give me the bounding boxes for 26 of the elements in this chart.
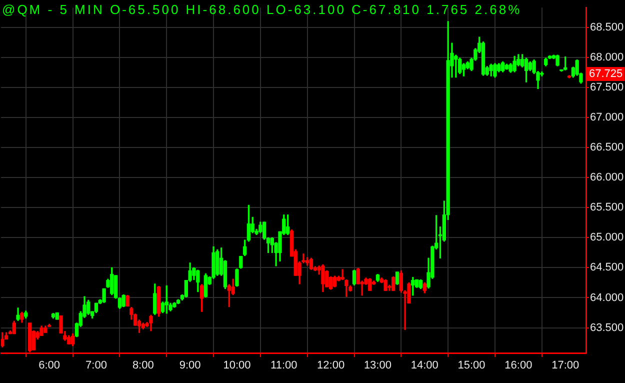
x-tick-label: 8:00 [132,360,154,372]
y-tick-label: 68.500 [590,21,624,34]
x-tick-label: 17:00 [552,360,580,372]
x-tick-label: 13:00 [364,360,392,372]
candlestick [340,269,344,280]
y-tick-label: 64.500 [590,262,624,274]
x-tick-label: 14:00 [410,360,438,372]
y-tick-label: 66.000 [590,172,624,184]
x-tick-label: 15:00 [458,360,486,372]
y-tick-label: 67.000 [590,112,624,124]
y-tick-label: 65.500 [590,202,624,214]
annotation: 67.725 [589,68,623,80]
x-tick-label: 6:00 [38,360,60,372]
x-tick-label: 11:00 [270,360,298,372]
x-tick-label: 7:00 [86,360,107,372]
x-tick-label: 16:00 [504,360,532,372]
y-tick-label: 66.500 [590,142,624,154]
x-tick-label: 12:00 [317,360,345,372]
chart-title: @QM - 5 MIN O-65.500 HI-68.600 LO-63.100 C-67.810 1.765 2.68% [2,2,522,17]
x-tick-label: 9:00 [179,360,201,372]
x-tick-label: 10:00 [223,360,251,372]
y-tick-label: 65.000 [590,232,624,244]
y-tick-label: 68.000 [590,51,624,64]
y-tick-label: 63.500 [590,322,624,334]
y-tick-label: 64.000 [590,292,624,304]
y-tick-label: 67.500 [590,82,624,94]
